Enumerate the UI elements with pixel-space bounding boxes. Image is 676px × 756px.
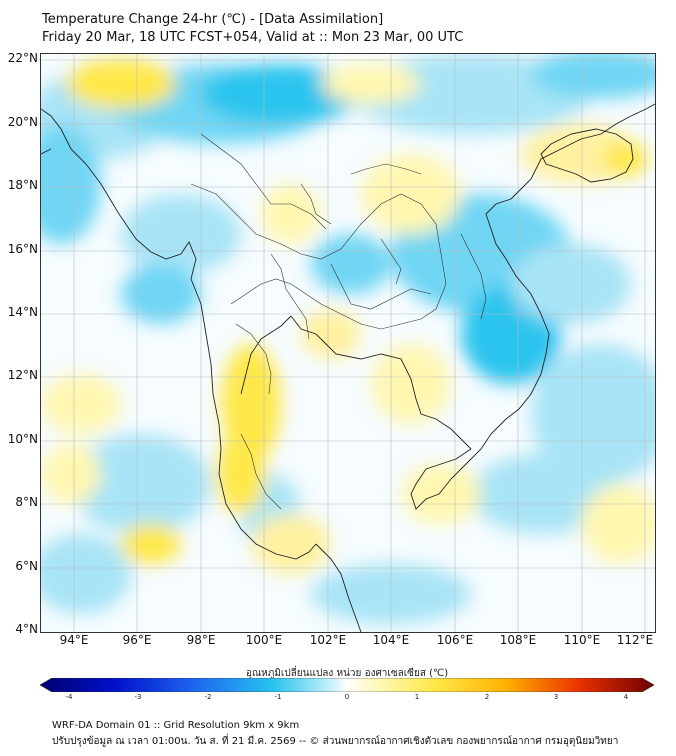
colorbar-label: อุณหภูมิเปลี่ยนแปลง หน่วย องศาเซลเซียส (… (245, 668, 449, 679)
colorbar-tick: -1 (274, 693, 282, 701)
colorbar-tick: 0 (344, 693, 350, 701)
colorbar-tick: -4 (65, 693, 73, 701)
lon-label: 100°E (245, 633, 283, 647)
lat-label: 4°N (15, 622, 38, 636)
map-title: Temperature Change 24-hr (℃) - [Data Ass… (42, 12, 384, 27)
lat-label: 10°N (7, 432, 38, 446)
lon-label: 96°E (122, 633, 152, 647)
temperature-field (41, 54, 655, 624)
lon-label: 112°E (616, 633, 654, 647)
graticule (41, 54, 655, 632)
colorbar-tick: 1 (414, 693, 420, 701)
lon-label: 106°E (436, 633, 474, 647)
lat-label: 16°N (7, 242, 38, 256)
lon-label: 104°E (372, 633, 410, 647)
colorbar-tick: 2 (484, 693, 490, 701)
lon-label: 94°E (59, 633, 89, 647)
colorbar-tick: -3 (134, 693, 142, 701)
footer-model-info: WRF-DA Domain 01 :: Grid Resolution 9km … (52, 720, 300, 731)
lat-label: 12°N (7, 368, 38, 382)
lon-label: 108°E (499, 633, 537, 647)
lon-label: 110°E (563, 633, 601, 647)
lat-label: 20°N (7, 115, 38, 129)
lon-label: 98°E (186, 633, 216, 647)
lat-label: 14°N (7, 305, 38, 319)
coastlines (41, 103, 655, 632)
lon-label: 102°E (309, 633, 347, 647)
lat-label: 8°N (15, 495, 38, 509)
map-canvas (41, 54, 655, 632)
colorbar-tick: 3 (553, 693, 559, 701)
admin-borders (190, 133, 487, 510)
colorbar-tick: 4 (623, 693, 629, 701)
lat-label: 18°N (7, 178, 38, 192)
colorbar-tick: -2 (204, 693, 212, 701)
footer-credit: ปรับปรุงข้อมูล ณ เวลา 01:00น. วัน ส. ที่… (52, 736, 619, 747)
lat-label: 6°N (15, 559, 38, 573)
lat-label: 22°N (7, 51, 38, 65)
colorbar (40, 678, 654, 692)
temperature-change-map (40, 53, 656, 633)
map-subtitle: Friday 20 Mar, 18 UTC FCST+054, Valid at… (42, 30, 464, 45)
